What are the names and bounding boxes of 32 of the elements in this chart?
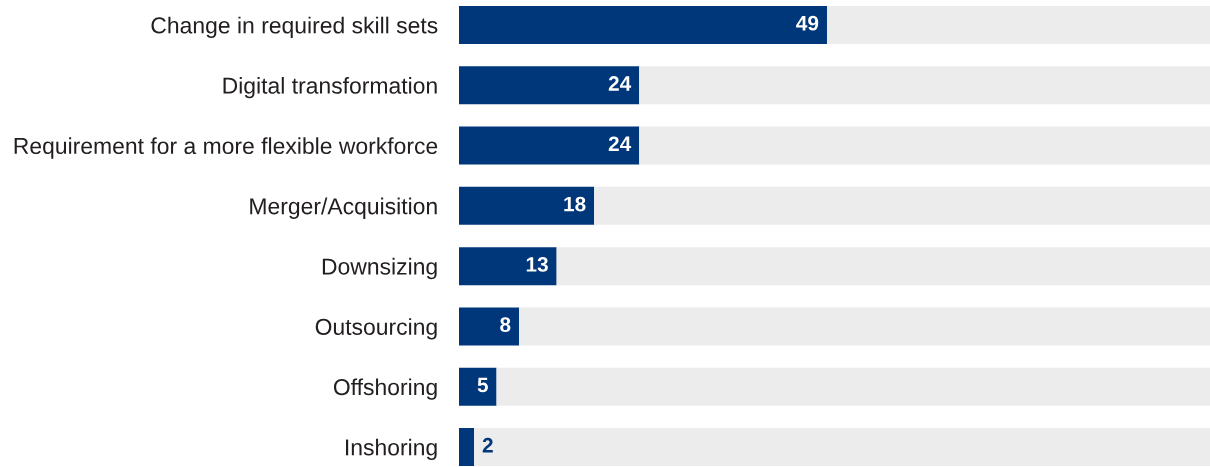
y-tick-label: Downsizing <box>322 257 437 280</box>
bar <box>459 247 557 286</box>
bar <box>639 126 1210 165</box>
data-label: 49 <box>796 15 819 31</box>
y-tick-label: Change in required skill sets <box>151 16 438 39</box>
data-label: 2 <box>482 437 493 453</box>
data-label: 5 <box>477 377 488 393</box>
data-label: 8 <box>500 317 511 333</box>
bar <box>459 428 475 466</box>
bar <box>474 428 1210 466</box>
bar <box>459 6 827 44</box>
y-tick-label: Inshoring <box>346 438 437 461</box>
y-tick-label: Outsourcing <box>315 318 437 340</box>
bar <box>459 126 640 165</box>
bar <box>639 66 1210 105</box>
bar <box>459 66 640 105</box>
y-tick-label: Digital transformation <box>223 76 437 99</box>
data-label: 24 <box>608 136 632 151</box>
bar <box>496 367 1210 406</box>
y-tick-label: Offshoring <box>333 378 437 400</box>
data-label: 13 <box>526 256 548 272</box>
bar <box>594 186 1210 225</box>
data-label: 18 <box>564 196 586 212</box>
bar <box>826 6 1210 44</box>
data-label: 24 <box>608 76 632 91</box>
bar <box>459 367 497 406</box>
bar <box>459 307 520 346</box>
y-tick-label: Requirement for a more flexible workforce <box>14 137 438 159</box>
y-tick-label: Merger/Acquisition <box>250 197 437 219</box>
bar <box>459 186 595 225</box>
bar <box>556 247 1210 286</box>
bar <box>519 307 1210 346</box>
